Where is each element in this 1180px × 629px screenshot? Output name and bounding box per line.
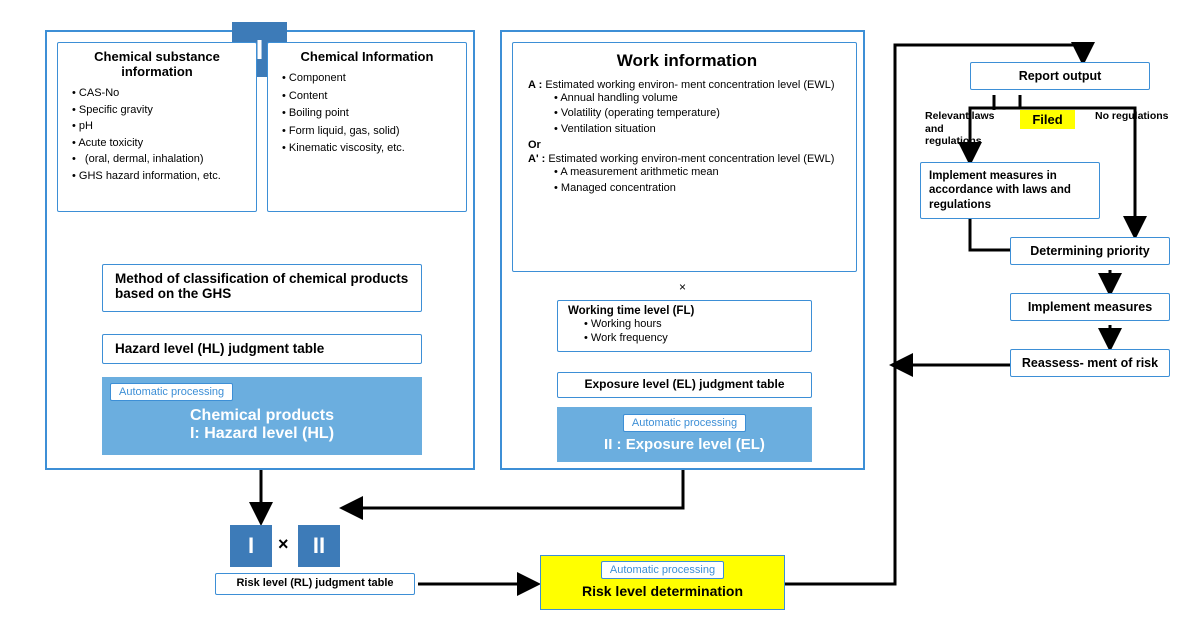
list-item: Work frequency (584, 331, 801, 345)
working-time-title: Working time level (FL) (568, 305, 801, 317)
chem-substance-box: Chemical substance information CAS-No Sp… (57, 42, 257, 212)
el-result: II : Exposure level (EL) (557, 432, 812, 453)
work-info-box: Work information A : Estimated working e… (512, 42, 857, 272)
section-a-prefix: A : (528, 79, 542, 91)
list-item: Specific gravity (72, 102, 250, 119)
list-item: Ventilation situation (554, 122, 846, 137)
list-item: Working hours (584, 317, 801, 331)
section-ap-label: Estimated working environ-ment concentra… (548, 153, 834, 165)
list-item: Boiling point (282, 105, 460, 123)
measures-laws-box: Implement measures in accordance with la… (920, 162, 1100, 219)
or-label: Or (528, 139, 846, 151)
section-ap-prefix: A' : (528, 153, 545, 165)
list-item: A measurement arithmetic mean (554, 165, 846, 180)
badge-II-bottom: II (298, 525, 340, 567)
panel-chemical: I Chemical substance information CAS-No … (45, 30, 475, 470)
list-item: Form liquid, gas, solid) (282, 123, 460, 141)
hl-result-band: Automatic processing Chemical products I… (102, 377, 422, 455)
chem-substance-list: CAS-No Specific gravity pH Acute toxicit… (64, 85, 250, 184)
filed-badge: Filed (1020, 110, 1075, 129)
working-time-box: Working time level (FL) Working hours Wo… (557, 300, 812, 352)
badge-I-bottom: I (230, 525, 272, 567)
list-item: pH (72, 118, 250, 135)
list-item: Kinematic viscosity, etc. (282, 140, 460, 158)
chem-info-box: Chemical Information Component Content B… (267, 42, 467, 212)
list-item: GHS hazard information, etc. (72, 168, 250, 185)
risk-determination-box: Automatic processing Risk level determin… (540, 555, 785, 610)
list-item: Annual handling volume (554, 91, 846, 106)
multiply-symbol: × (502, 280, 863, 294)
hl-table-box: Hazard level (HL) judgment table (102, 334, 422, 364)
hl-result-line2: I: Hazard level (HL) (102, 425, 422, 443)
auto-processing-pill: Automatic processing (623, 414, 746, 432)
reassessment-box: Reassess- ment of risk (1010, 349, 1170, 377)
el-table-box: Exposure level (EL) judgment table (557, 372, 812, 398)
work-info-title: Work information (528, 51, 846, 71)
risk-determination-label: Risk level determination (541, 579, 784, 599)
section-a-label: Estimated working environ- ment concentr… (545, 79, 834, 91)
rl-table-box: Risk level (RL) judgment table (215, 573, 415, 595)
list-item: Acute toxicity (72, 135, 250, 152)
chem-info-title: Chemical Information (274, 49, 460, 64)
panel-work: II Work information A : Estimated workin… (500, 30, 865, 470)
multiply-bottom: × (278, 534, 289, 555)
ghs-method-box: Method of classification of chemical pro… (102, 264, 422, 312)
list-item: Managed concentration (554, 181, 846, 196)
determining-priority-box: Determining priority (1010, 237, 1170, 265)
implement-measures-box: Implement measures (1010, 293, 1170, 321)
list-item: CAS-No (72, 85, 250, 102)
chem-info-list: Component Content Boiling point Form liq… (274, 70, 460, 158)
relevant-laws-label: Relevant laws and regulations (925, 110, 1000, 148)
auto-processing-pill: Automatic processing (110, 383, 233, 401)
auto-processing-pill: Automatic processing (601, 561, 724, 579)
chem-substance-title: Chemical substance information (64, 49, 250, 79)
list-item: Volatility (operating temperature) (554, 106, 846, 121)
list-item: Component (282, 70, 460, 88)
list-item: (oral, dermal, inhalation) (72, 151, 250, 168)
no-regulations-label: No regulations (1095, 110, 1169, 122)
report-output-box: Report output (970, 62, 1150, 90)
el-result-band: Automatic processing II : Exposure level… (557, 407, 812, 462)
list-item: Content (282, 88, 460, 106)
